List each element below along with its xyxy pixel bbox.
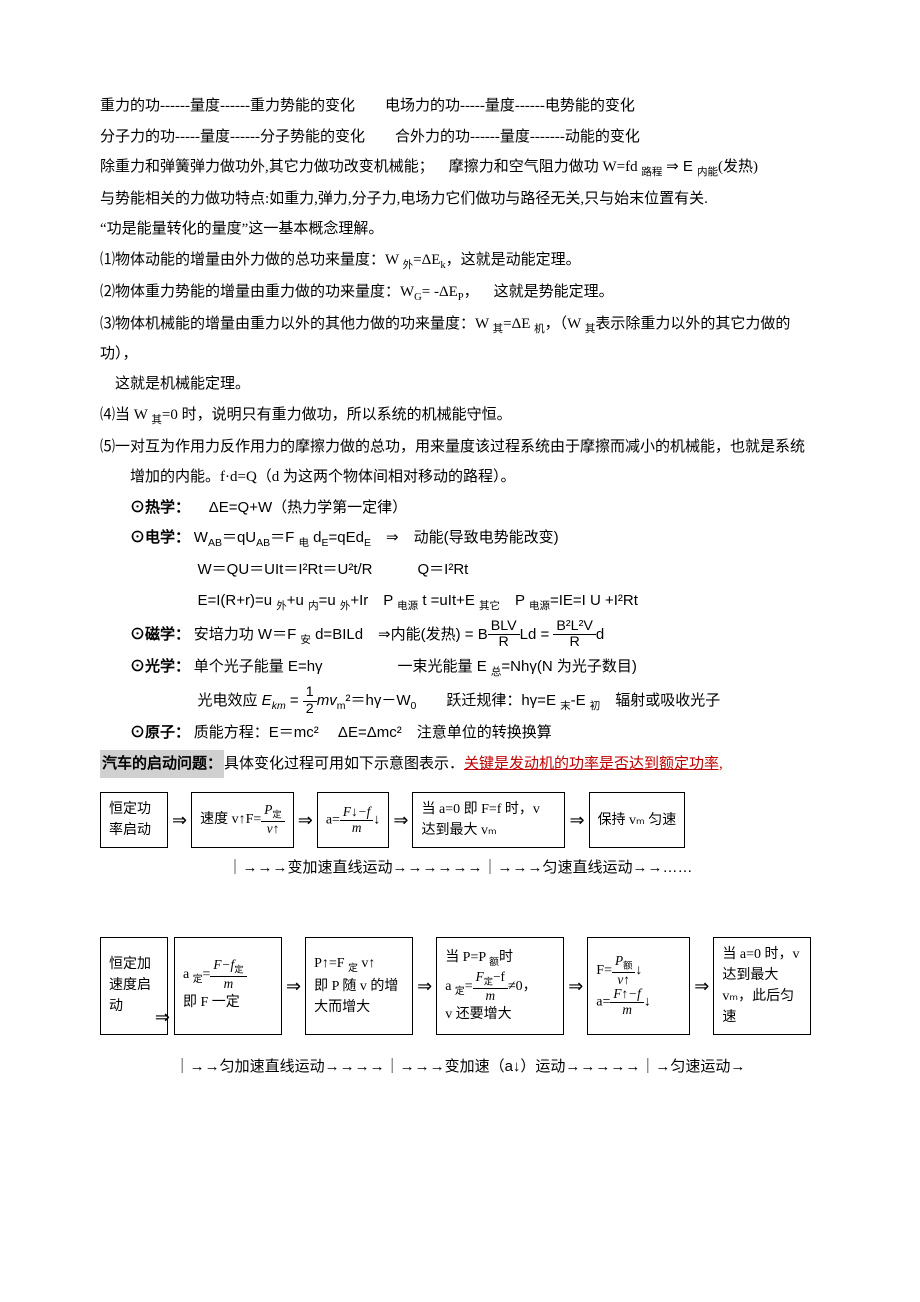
arrow-icon: ⇒ (564, 937, 587, 1035)
section-atom: ⊙原子： 质能方程：E＝mc² ΔE=Δmc² 注意单位的转换换算 (100, 719, 820, 748)
para-concept: “功是能量转化的量度”这一基本概念理解。 (100, 215, 820, 244)
sub-inner: 内能 (697, 167, 718, 178)
arrow-icon: ⇒ (282, 937, 305, 1035)
elec-eq1: WAB＝qUAB＝F 电 dE=qEdE ⇒ 动能(导致电势能改变) (194, 529, 559, 546)
para-gravity: 重力的功------量度------重力势能的变化 电场力的功-----量度--… (100, 92, 820, 121)
flow2-box2: a 定=F−f定m 即 F 一定 (174, 937, 282, 1035)
flowchart-constant-power: 恒定功率启动 ⇒ 速度 v↑F=P定v↑ ⇒ a=F↓−fm↓ ⇒ 当 a=0 … (100, 792, 820, 848)
para-potential-char: 与势能相关的力做功特点:如重力,弹力,分子力,电场力它们做功与路径无关,只与始末… (100, 185, 820, 214)
item-2: ⑵物体重力势能的增量由重力做的功来量度：WG= -ΔEP， 这就是势能定理。 (100, 278, 820, 308)
flow2-box4: 当 P=P 额时 a 定=F定−fm≠0， v 还要增大 (436, 937, 564, 1035)
flow2-box6: 当 a=0 时，v 达到最大 vₘ，此后匀速 (713, 937, 811, 1035)
flow1-box4: 当 a=0 即 F=f 时，v 达到最大 vₘ (412, 792, 565, 848)
flow2-box3: P↑=F 定 v↑ 即 P 随 v 的增大而增大 (305, 937, 413, 1035)
section-heat: ⊙热学： ΔE=Q+W（热力学第一定律） (100, 494, 820, 523)
opt-eq1: 单个光子能量 E=hγ 一束光能量 E 总=Nhγ(N 为光子数目) (194, 658, 637, 675)
para-friction: 除重力和弹簧弹力做功外,其它力做功改变机械能； 摩擦力和空气阻力做功 W=fd … (100, 153, 820, 183)
section-mag: ⊙磁学： 安培力功 W＝F 安 d=BILd ⇒内能(发热) = BBLVRLd… (100, 619, 820, 651)
text-heat: (发热) (718, 159, 758, 175)
arrow-icon: ⇒ (294, 792, 317, 848)
arrow-icon: ⇒ (155, 1004, 170, 1031)
atom-label: ⊙原子： (130, 725, 190, 741)
flow1-box2: 速度 v↑F=P定v↑ (191, 792, 294, 848)
item-1: ⑴物体动能的增量由外力做的总功来量度：W 外=ΔEk，这就是动能定理。 (100, 246, 820, 276)
flow1-box5: 保持 vₘ 匀速 (589, 792, 686, 848)
car-key: 关键是发动机的功率是否达到额定功率, (464, 756, 723, 772)
atom-eq: 质能方程：E＝mc² ΔE=Δmc² 注意单位的转换换算 (194, 724, 552, 741)
mag-label: ⊙磁学： (130, 627, 190, 643)
heat-eq: ΔE=Q+W（热力学第一定律） (194, 499, 407, 516)
arrow-icon: ⇒ (690, 937, 713, 1035)
car-title: 汽车的启动问题： (100, 750, 224, 779)
item-5-cont: 增加的内能。f·d=Q（d 为这两个物体间相对移动的路程）。 (100, 463, 820, 492)
item-3: ⑶物体机械能的增量由重力以外的其他力做的功来量度：W 其=ΔE 机，（W 其表示… (100, 310, 820, 368)
arrow-icon: ⇒ (413, 937, 436, 1035)
flowchart-constant-accel: 恒定加速度启动 ⇒ a 定=F−f定m 即 F 一定 ⇒ P↑=F 定 v↑ 即… (100, 937, 820, 1035)
mag-eq: 安培力功 W＝F 安 d=BILd ⇒内能(发热) = BBLVRLd = B²… (194, 626, 604, 643)
item-4: ⑷当 W 其=0 时，说明只有重力做功，所以系统的机械能守恒。 (100, 401, 820, 431)
text: 除重力和弹簧弹力做功外,其它力做功改变机械能； 摩擦力和空气阻力做功 W=fd (100, 159, 641, 175)
item-5: ⑸一对互为作用力反作用力的摩擦力做的总功，用来量度该过程系统由于摩擦而减小的机械… (100, 433, 820, 462)
elec-label: ⊙电学： (130, 530, 190, 546)
opt-label: ⊙光学： (130, 659, 190, 675)
elec-eq3: E=I(R+r)=u 外+u 内=u 外+Ir P 电源 t =uIt+E 其它… (100, 587, 820, 617)
elec-eq2: W＝QU＝UIt＝I²Rt＝U²t/R Q＝I²Rt (100, 556, 820, 585)
heat-label: ⊙热学： (130, 500, 190, 516)
section-opt: ⊙光学： 单个光子能量 E=hγ 一束光能量 E 总=Nhγ(N 为光子数目) (100, 653, 820, 683)
arrow-icon: ⇒ (168, 792, 191, 848)
section-elec: ⊙电学： WAB＝qUAB＝F 电 dE=qEdE ⇒ 动能(导致电势能改变) (100, 524, 820, 554)
opt-eq2: 光电效应 Ekm = 12mvm²＝hγ－W0 跃迁规律：hγ=E 末-E 初 … (100, 685, 820, 717)
flow1-label: ｜→→→变加速直线运动→→→→→→｜→→→匀速直线运动→→…… (100, 854, 820, 883)
flow2-box5: F=P额v↑↓ a=F↑−fm↓ (587, 937, 690, 1035)
car-body: 具体变化过程可用如下示意图表示． (224, 756, 464, 772)
arrow-icon: ⇒ (389, 792, 412, 848)
flow1-box1: 恒定功率启动 (100, 792, 168, 848)
para-molecule: 分子力的功-----量度------分子势能的变化 合外力的功------量度-… (100, 123, 820, 152)
flow1-box3: a=F↓−fm↓ (317, 792, 390, 848)
flow2-label: ｜→→匀加速直线运动→→→→｜→→→变加速（a↓）运动→→→→→｜→匀速运动→ (100, 1053, 820, 1082)
flow2-box1: 恒定加速度启动 ⇒ (100, 937, 168, 1035)
arrow-icon: ⇒ (565, 792, 588, 848)
sub-path: 路程 (641, 167, 662, 178)
arrow-icon: ⇒ E (666, 158, 697, 175)
car-section-title: 汽车的启动问题：具体变化过程可用如下示意图表示．关键是发动机的功率是否达到额定功… (100, 750, 820, 779)
item-3-cont: 这就是机械能定理。 (100, 370, 820, 399)
